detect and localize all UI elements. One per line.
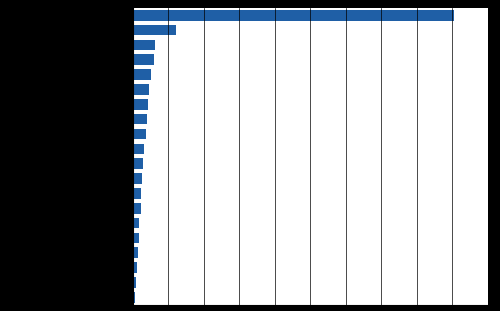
Bar <box>132 173 142 184</box>
Bar <box>132 84 150 95</box>
Bar <box>132 158 143 169</box>
Bar <box>132 188 141 199</box>
Bar <box>132 39 156 50</box>
Bar <box>132 233 138 243</box>
Bar <box>132 129 145 139</box>
Bar <box>132 54 154 65</box>
Bar <box>132 262 137 273</box>
Bar <box>132 203 140 214</box>
Bar <box>132 10 454 21</box>
Bar <box>132 114 147 124</box>
Bar <box>132 218 140 229</box>
Bar <box>132 99 148 110</box>
Bar <box>132 69 151 80</box>
Bar <box>132 277 136 288</box>
Bar <box>132 143 144 154</box>
Bar <box>132 25 176 35</box>
Bar <box>132 248 138 258</box>
Bar <box>132 292 135 303</box>
